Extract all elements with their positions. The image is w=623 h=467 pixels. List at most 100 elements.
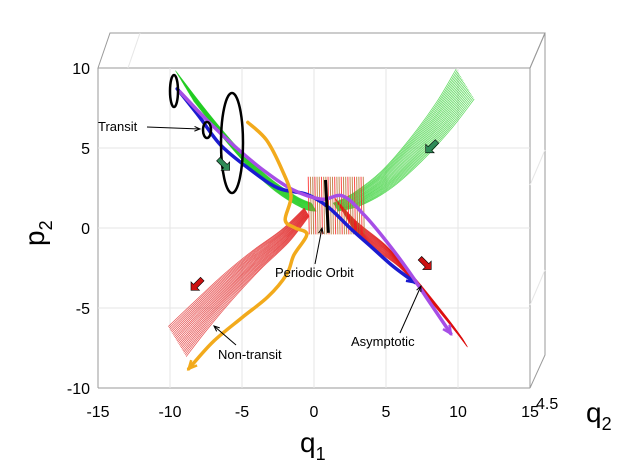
tube-line [334,77,462,206]
annotation-pointer-head [318,226,324,234]
tube-line [167,207,305,327]
tube-line [334,80,464,207]
y-tick-label: 10 [72,61,90,78]
annotation-pointer [146,126,201,130]
plot-box [97,32,546,389]
tube-line [174,210,307,339]
center-bundle-line [336,176,339,235]
tube-line [175,211,307,340]
tube-line [333,74,460,206]
trajectory-non-transit-arrowhead [186,359,198,371]
tube-line [176,211,307,342]
tube-line [337,98,475,212]
center-bundle-line [358,176,361,235]
tube-line [185,215,310,357]
annotation-non-transit: Non-transit [218,347,282,362]
tube-line [182,214,309,352]
trajectory-periodic-orbit [324,179,330,233]
tube-line [333,68,457,204]
grid-line-depth [529,149,546,186]
tube-line [179,212,308,346]
annotation-pointer-head [416,284,422,293]
trajectory-asymptotic-arrowhead [442,324,453,336]
center-bundle-line [331,176,334,235]
y-axis-label: p2 [19,220,56,246]
x-axis-label: q1 [300,427,326,464]
tube-line [336,87,468,209]
tube-line [180,78,314,206]
tube-line [177,211,308,343]
svg-text:p2: p2 [19,220,56,246]
section-ellipse-transit [201,120,213,140]
tube-line [179,213,308,347]
section-ellipse-large [219,91,245,195]
y-tick-label: 0 [81,221,90,238]
flow-arrow-shape [425,139,440,154]
center-bundle-line [360,176,363,235]
tube-line [183,214,309,353]
annotation-pointer [213,325,237,346]
tube-line [333,70,458,204]
center-bundle-line [338,176,341,235]
center-bundle-line [351,176,354,235]
center-bundle-line [307,176,310,235]
tube-line [168,208,305,329]
center-bundle-line [362,176,365,235]
tube-line [179,77,313,206]
x-tick-label: -10 [158,404,181,421]
tube-line [337,97,474,212]
tube-line [173,210,307,337]
annotation-pointer [314,227,323,265]
section-ellipse-small [168,73,180,109]
annotation-transit: Transit [98,119,138,134]
center-bundle-line [340,176,343,235]
z-axis-label: q2 [586,397,612,434]
tube-line [337,95,473,211]
tube-line [182,83,314,207]
trajectory-non-transit [186,120,309,371]
z-tick-label: 4.5 [536,396,558,413]
tube-line [334,78,463,207]
grid-lines [98,32,546,388]
center-bundle-line [334,176,337,235]
annotation-asymptotic: Asymptotic [351,334,415,349]
tube-line [182,81,314,207]
tube-line [181,213,309,350]
tube-line [335,85,467,209]
section-ellipses [168,73,245,195]
annotations: Transit Periodic Orbit Non-transit Asymptot… [98,119,422,362]
y-tick-label: 5 [81,141,90,158]
center-bundle-line [316,176,319,235]
tube-line [176,73,313,205]
center-bundle-line [329,176,332,235]
flow-arrow [425,139,440,154]
trajectory-asymptotic [178,90,453,336]
center-bundle-line [312,176,315,235]
flow-arrow [216,156,230,171]
tube-line [173,210,307,336]
x-tick-label: 15 [521,404,539,421]
tube-line [181,80,314,207]
tube-line [334,75,461,206]
y-tick-label: -10 [67,381,90,398]
x-tick-label: -5 [235,404,249,421]
center-bundle-line [349,176,352,235]
grid-line-depth [529,269,546,306]
y-tick-labels: 10 5 0 -5 -10 [67,61,90,398]
flow-arrow-shape [417,256,432,270]
tube-line [178,76,313,206]
x-tick-label: 0 [310,404,319,421]
flow-arrows [190,139,440,291]
annotation-pointer [399,285,422,334]
x-tick-label: 10 [449,404,467,421]
tube-line [169,208,306,330]
annotation-periodic-orbit: Periodic Orbit [275,265,354,280]
tube-line [178,212,308,344]
center-bundle-line [309,176,312,235]
trajectories [175,87,453,371]
tube-line [180,213,309,349]
annotation-pointer-head [213,325,220,332]
x-tick-label: -15 [86,404,109,421]
tube-line [177,74,313,205]
